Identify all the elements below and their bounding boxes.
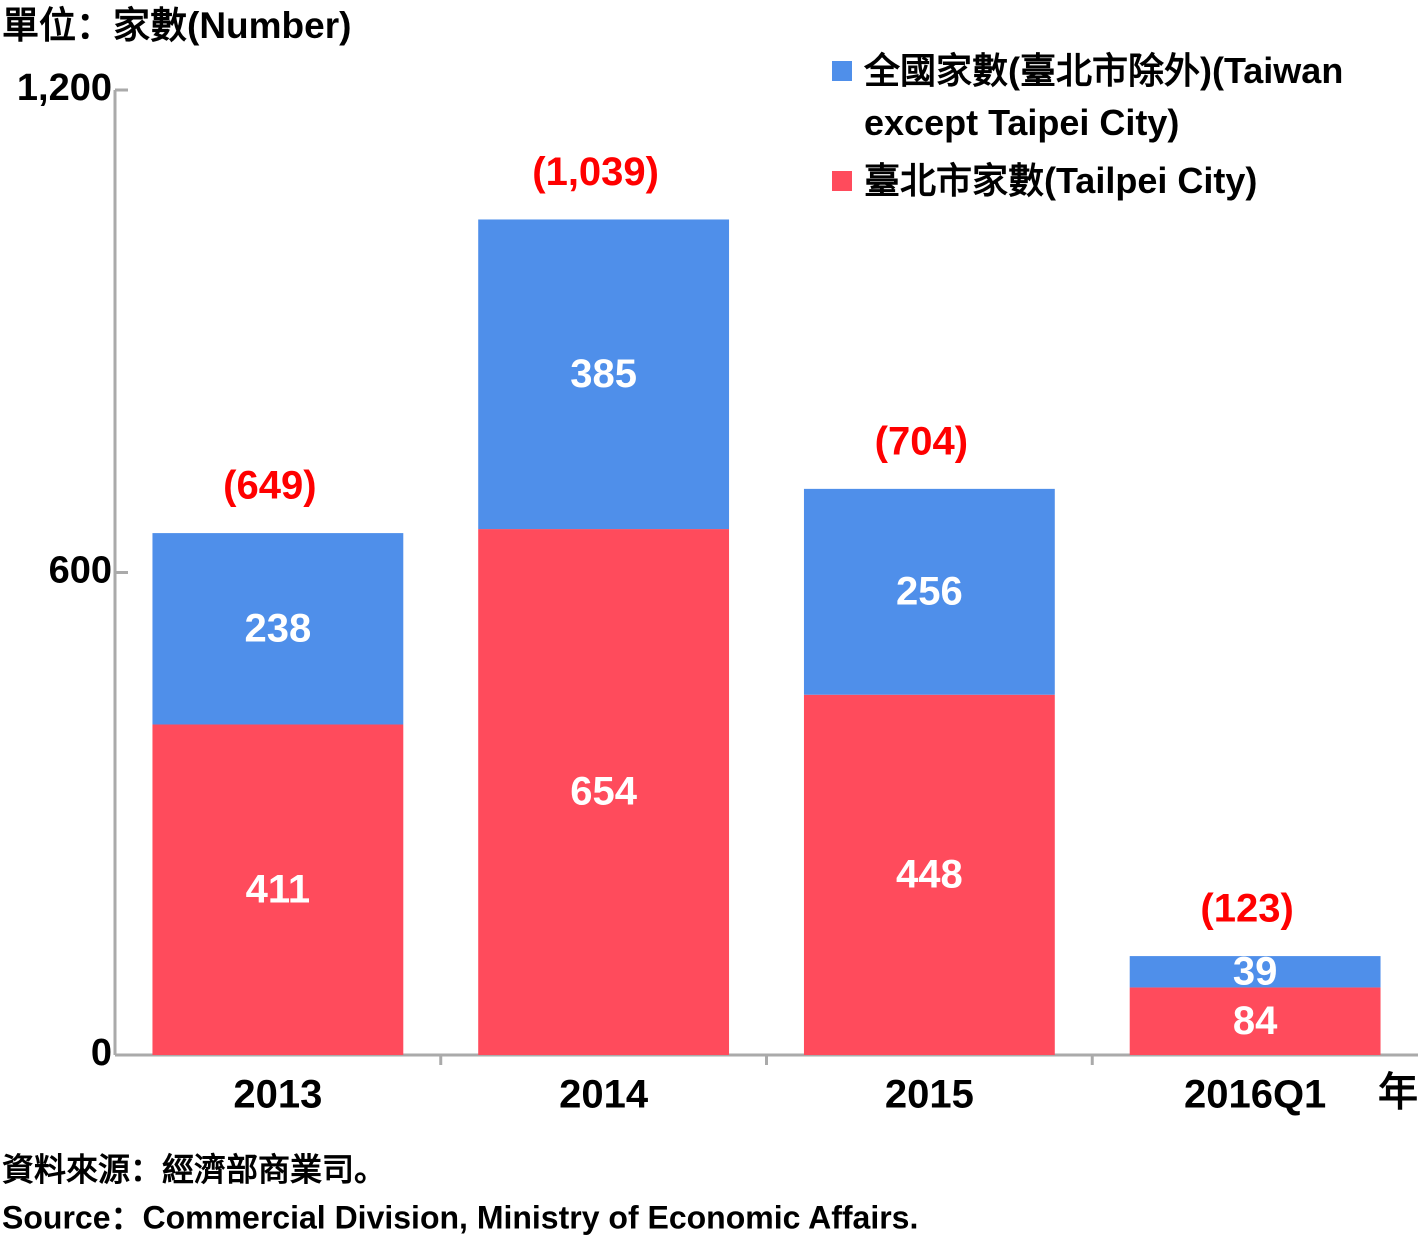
total-label: (649): [223, 464, 316, 508]
bar-segment: [478, 529, 730, 1055]
legend-swatch: [832, 61, 852, 81]
x-tick-label: 2015: [885, 1073, 974, 1117]
x-tick-label: 2014: [559, 1073, 649, 1117]
bar-segment: [478, 219, 730, 530]
x-unit: 年: [1378, 1071, 1418, 1115]
unit-label: 單位：家數(Number): [2, 5, 351, 46]
legend-item: 臺北市家數(Tailpei City): [832, 155, 1417, 207]
y-tick-label: 0: [91, 1032, 112, 1074]
legend-label: 全國家數(臺北市除外)(Taiwan except Taipei City): [864, 50, 1344, 143]
x-tick-label: 2016Q1: [1184, 1073, 1326, 1117]
legend-label: 臺北市家數(Tailpei City): [864, 160, 1258, 201]
source-zh: 資料來源：經濟部商業司。: [2, 1151, 386, 1187]
bar-segment: [152, 724, 404, 1055]
value-label: 39: [1233, 949, 1278, 993]
total-label: (1,039): [532, 150, 659, 194]
value-label: 238: [245, 606, 312, 650]
value-label: 84: [1233, 999, 1278, 1043]
y-tick-label: 600: [49, 550, 112, 592]
legend-item: 全國家數(臺北市除外)(Taiwan except Taipei City): [832, 45, 1417, 149]
value-label: 256: [896, 569, 963, 613]
value-label: 654: [570, 770, 637, 814]
legend-swatch: [832, 171, 852, 191]
source-en: Source：Commercial Division, Ministry of …: [2, 1199, 918, 1235]
value-label: 385: [570, 352, 637, 396]
total-label: (704): [875, 419, 968, 463]
bar-segment: [152, 533, 404, 725]
bar-segment: [803, 694, 1055, 1055]
total-label: (123): [1200, 887, 1293, 931]
bar-segment: [803, 488, 1055, 695]
value-label: 448: [896, 852, 963, 896]
value-label: 411: [246, 867, 311, 911]
bar-segment: [1129, 956, 1381, 988]
x-tick-label: 2013: [233, 1073, 322, 1117]
bar-segment: [1129, 987, 1381, 1055]
y-tick-label: 1,200: [17, 67, 112, 109]
